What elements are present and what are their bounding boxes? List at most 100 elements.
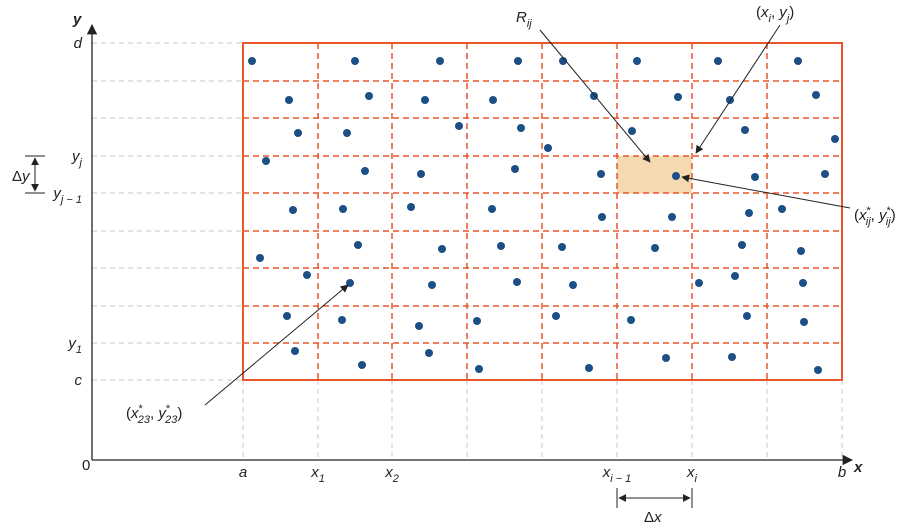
sample-point (425, 349, 433, 357)
text-part: y (21, 168, 31, 185)
sample-point (365, 92, 373, 100)
sample-point (741, 126, 749, 134)
sample-point (436, 57, 444, 65)
rij-label: Rij (516, 9, 532, 30)
delta-y-label: Δy (12, 168, 31, 185)
text-part: 23 (164, 414, 178, 426)
rij-pointer (539, 29, 651, 163)
text-part: ij (866, 216, 871, 228)
text-part: 1 (319, 473, 325, 485)
x-tick-label: a (239, 464, 247, 481)
x-tick-label: x2 (384, 464, 399, 485)
sample-point (714, 57, 722, 65)
x-tick-label: xi − 1 (602, 464, 632, 485)
text-part: ( (126, 405, 131, 422)
x-tick-label: x1 (310, 464, 325, 485)
y-tick-label: yj (71, 148, 83, 169)
sample-point (511, 165, 519, 173)
text-part: ij (527, 18, 532, 30)
text-part: Δ (644, 509, 654, 526)
sample-point (797, 247, 805, 255)
sample-point (585, 364, 593, 372)
text-part: * (867, 205, 872, 217)
text-part: j − 1 (59, 194, 82, 206)
sample-point (489, 96, 497, 104)
text-part: j (785, 13, 790, 25)
sample-point (552, 312, 560, 320)
sample-point (488, 205, 496, 213)
sample-point (262, 157, 270, 165)
x-tick-label: xi (686, 464, 698, 485)
text-part: ( (756, 4, 761, 21)
text-part: a (239, 464, 247, 481)
sample-point (514, 57, 522, 65)
sample-point (417, 170, 425, 178)
sample-point (814, 366, 822, 374)
text-part: y (52, 185, 62, 202)
sample-point (794, 57, 802, 65)
sample-point (743, 312, 751, 320)
text-part: * (166, 403, 171, 415)
text-part: * (139, 403, 144, 415)
text-part: y (878, 207, 888, 224)
sample-point (343, 129, 351, 137)
sample-ij-label: (x* ij, y* ij) (854, 205, 896, 228)
sample-point (289, 206, 297, 214)
guide-lines (92, 42, 843, 460)
sample-point (428, 281, 436, 289)
sample-point (358, 361, 366, 369)
origin-label: 0 (82, 457, 90, 474)
sample-point (455, 122, 463, 130)
sample-point (812, 91, 820, 99)
sample-point (285, 96, 293, 104)
sample-point (728, 353, 736, 361)
sample-point (473, 317, 481, 325)
text-part: ) (789, 4, 794, 21)
text-part: 2 (392, 473, 399, 485)
text-part: ) (891, 207, 896, 224)
sample-point (407, 203, 415, 211)
xiyj-label: (xi, yj) (756, 4, 794, 25)
text-part: c (75, 372, 83, 389)
sample-point (303, 271, 311, 279)
sample-point (438, 245, 446, 253)
sample-point (354, 241, 362, 249)
text-part: i (769, 13, 772, 25)
delta-x-label: Δx (644, 509, 662, 526)
sample-point (338, 316, 346, 324)
text-part: x (858, 207, 867, 224)
text-part: , (871, 207, 879, 224)
sample-point (497, 242, 505, 250)
sample-point (294, 129, 302, 137)
sample-point (731, 272, 739, 280)
text-part: * (887, 205, 892, 217)
text-part: i − 1 (610, 473, 631, 485)
text-part: 1 (76, 344, 82, 356)
sample-23-pointer (204, 284, 349, 406)
y-tick-label: d (74, 35, 83, 52)
text-part: 23 (137, 414, 151, 426)
text-part: j (78, 157, 83, 169)
sample-point (475, 365, 483, 373)
sample-point (291, 347, 299, 355)
sample-point (799, 279, 807, 287)
sample-point (800, 318, 808, 326)
sample-point (745, 209, 753, 217)
sample-point (695, 279, 703, 287)
sample-point (544, 144, 552, 152)
sample-point (339, 205, 347, 213)
x-tick-label: b (838, 464, 846, 481)
sample-point (831, 135, 839, 143)
sample-point (248, 57, 256, 65)
sample-point (569, 281, 577, 289)
sample-point (361, 167, 369, 175)
sample-point (628, 127, 636, 135)
sample-point (633, 57, 641, 65)
y-tick-label: y1 (67, 335, 82, 356)
text-part: x (760, 4, 769, 21)
text-part: y (157, 405, 167, 422)
sample-point (351, 57, 359, 65)
sample-point (668, 213, 676, 221)
sample-point (598, 213, 606, 221)
sample-points (248, 57, 839, 374)
